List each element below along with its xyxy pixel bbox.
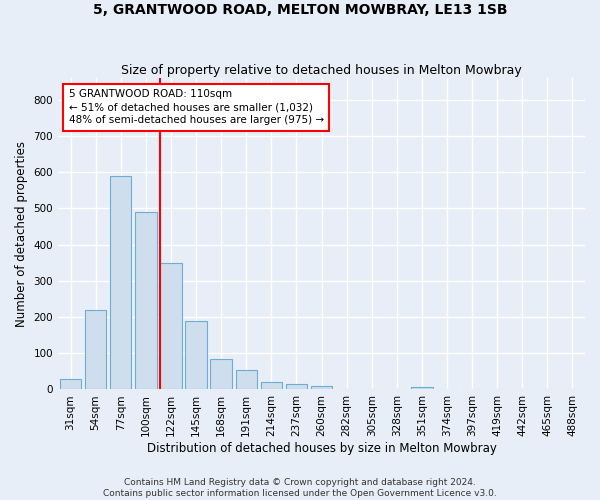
Bar xyxy=(60,378,81,390)
Bar xyxy=(211,358,232,390)
Bar xyxy=(311,386,332,390)
Bar xyxy=(236,370,257,390)
Bar xyxy=(110,176,131,390)
Bar xyxy=(160,263,182,390)
Bar xyxy=(135,212,157,390)
Bar xyxy=(85,310,106,390)
Text: Contains HM Land Registry data © Crown copyright and database right 2024.
Contai: Contains HM Land Registry data © Crown c… xyxy=(103,478,497,498)
Title: Size of property relative to detached houses in Melton Mowbray: Size of property relative to detached ho… xyxy=(121,64,522,77)
X-axis label: Distribution of detached houses by size in Melton Mowbray: Distribution of detached houses by size … xyxy=(146,442,496,455)
Y-axis label: Number of detached properties: Number of detached properties xyxy=(15,141,28,327)
Text: 5, GRANTWOOD ROAD, MELTON MOWBRAY, LE13 1SB: 5, GRANTWOOD ROAD, MELTON MOWBRAY, LE13 … xyxy=(93,2,507,16)
Bar xyxy=(260,382,282,390)
Bar xyxy=(411,386,433,390)
Bar xyxy=(185,320,207,390)
Text: 5 GRANTWOOD ROAD: 110sqm
← 51% of detached houses are smaller (1,032)
48% of sem: 5 GRANTWOOD ROAD: 110sqm ← 51% of detach… xyxy=(68,89,324,126)
Bar xyxy=(286,384,307,390)
